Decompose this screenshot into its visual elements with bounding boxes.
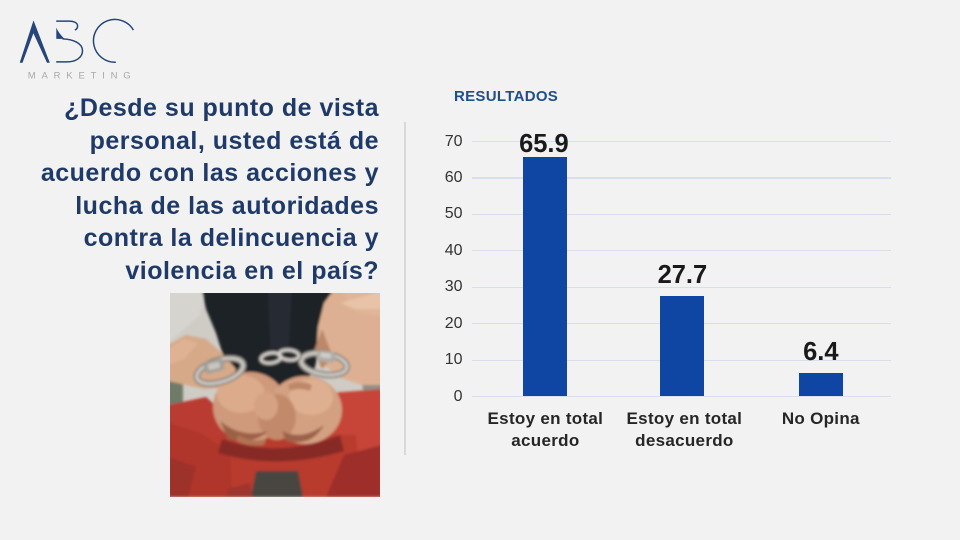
svg-text:MARKETING: MARKETING [28, 70, 137, 81]
